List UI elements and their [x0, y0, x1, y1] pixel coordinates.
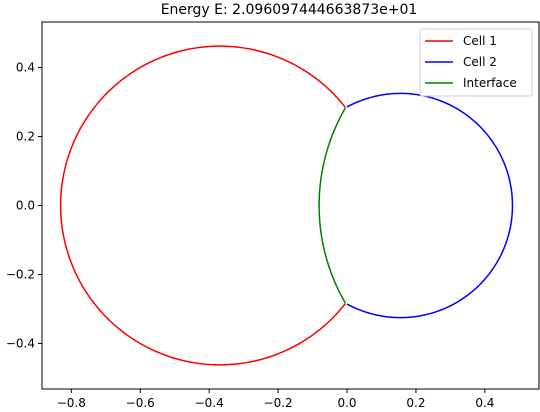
y-tick-label: −0.4: [6, 336, 35, 350]
chart-title: Energy E: 2.096097444663873e+01: [161, 2, 418, 18]
legend-box: [419, 28, 533, 97]
y-tick-label: 0.2: [16, 130, 35, 144]
legend-label: Cell 1: [463, 34, 497, 48]
x-tick-label: 0.4: [475, 396, 494, 410]
legend-label: Cell 2: [463, 55, 497, 69]
legend: Cell 1 Cell 2 Interface: [419, 28, 533, 97]
y-tick-label: 0.0: [16, 199, 35, 213]
x-tick-label: −0.2: [264, 396, 293, 410]
x-tick-label: −0.8: [57, 396, 86, 410]
series-line-cell-1: [59, 45, 347, 366]
x-axis: −0.8 −0.6 −0.4 −0.2 0.0 0.2 0.4: [57, 389, 494, 410]
series-line-interface: [318, 107, 346, 304]
x-tick-label: 0.0: [337, 396, 356, 410]
y-tick-label: −0.2: [6, 267, 35, 281]
x-tick-label: −0.6: [126, 396, 155, 410]
legend-label: Interface: [463, 76, 517, 90]
y-axis: 0.4 0.2 0.0 −0.2 −0.4: [6, 61, 42, 350]
x-tick-label: −0.4: [195, 396, 224, 410]
y-tick-label: 0.4: [16, 61, 35, 75]
x-tick-label: 0.2: [406, 396, 425, 410]
